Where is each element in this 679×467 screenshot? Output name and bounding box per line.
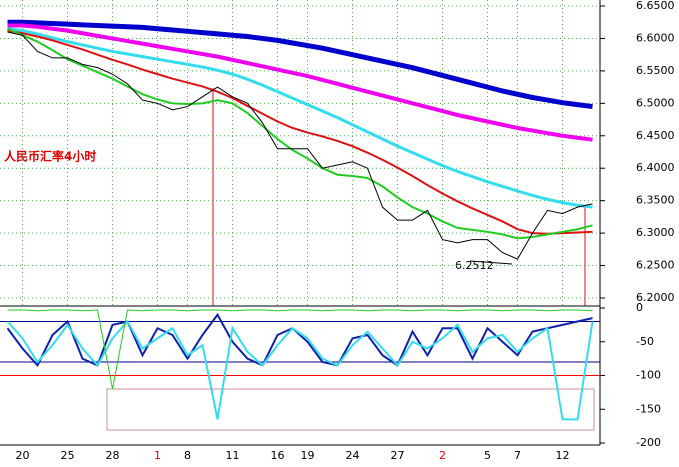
y-tick-label: 6.3500: [636, 194, 675, 207]
y-tick-label: -200: [636, 436, 661, 449]
series-line: [7, 27, 593, 240]
x-tick-label: 19: [301, 449, 315, 462]
series-line: [7, 31, 593, 260]
y-tick-label: 6.3000: [636, 226, 675, 239]
x-tick-label: 2: [439, 449, 446, 462]
y-tick-label: 6.2500: [636, 259, 675, 272]
x-tick-label: 20: [16, 449, 30, 462]
annotation-line: [469, 260, 513, 265]
series-line: [7, 27, 593, 209]
series-line: [7, 23, 593, 142]
series-line: [7, 19, 593, 110]
x-tick-label: 5: [484, 449, 491, 462]
x-tick-label: 7: [514, 449, 521, 462]
x-tick-label: 11: [226, 449, 240, 462]
series-line: [7, 29, 593, 235]
y-tick-label: 6.2000: [636, 291, 675, 304]
low-annotation: 6.2512: [455, 259, 494, 272]
x-tick-label: 25: [61, 449, 75, 462]
x-tick-label: 1: [154, 449, 161, 462]
chart-title: 人民币汇率4小时: [4, 149, 96, 164]
y-tick-label: 6.4000: [636, 161, 675, 174]
x-tick-label: 16: [271, 449, 285, 462]
x-tick-label: 8: [184, 449, 191, 462]
series-line: [7, 309, 593, 390]
y-tick-label: 0: [636, 301, 643, 314]
series-line: [6, 312, 593, 368]
y-tick-label: 6.6000: [636, 31, 675, 44]
y-tick-label: 6.6500: [636, 0, 675, 12]
x-tick-label: 27: [391, 449, 405, 462]
y-tick-label: -100: [636, 369, 661, 382]
y-tick-label: -50: [636, 335, 654, 348]
x-tick-label: 28: [106, 449, 120, 462]
x-tick-label: 12: [556, 449, 570, 462]
y-tick-label: -150: [636, 402, 661, 415]
y-tick-label: 6.4500: [636, 129, 675, 142]
range-box: [106, 388, 595, 431]
y-tick-label: 6.5500: [636, 64, 675, 77]
x-tick-label: 24: [346, 449, 360, 462]
y-tick-label: 6.5000: [636, 96, 675, 109]
